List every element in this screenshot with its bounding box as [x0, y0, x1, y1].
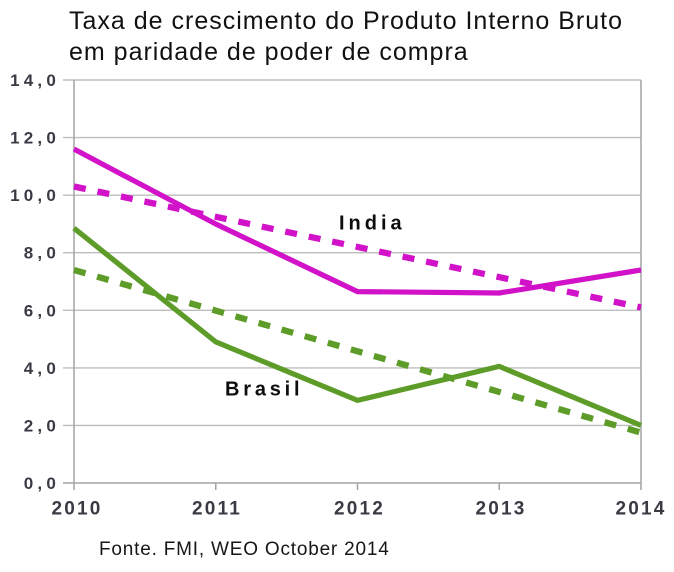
svg-text:2013: 2013	[475, 499, 526, 520]
svg-text:6,0: 6,0	[24, 301, 60, 320]
svg-text:Fonte. FMI, WEO October 2014: Fonte. FMI, WEO October 2014	[99, 539, 390, 560]
svg-text:12,0: 12,0	[10, 129, 60, 148]
svg-text:India: India	[339, 212, 406, 234]
svg-text:10,0: 10,0	[10, 186, 60, 205]
svg-text:2011: 2011	[192, 499, 242, 520]
svg-text:Brasil: Brasil	[225, 379, 303, 401]
svg-text:8,0: 8,0	[24, 244, 60, 263]
svg-text:2010: 2010	[51, 499, 102, 520]
svg-text:0,0: 0,0	[24, 474, 60, 493]
svg-text:4,0: 4,0	[24, 359, 60, 378]
svg-text:14,0: 14,0	[10, 71, 60, 90]
svg-text:2014: 2014	[615, 499, 666, 520]
svg-text:2,0: 2,0	[24, 416, 60, 435]
svg-text:2012: 2012	[334, 499, 385, 520]
